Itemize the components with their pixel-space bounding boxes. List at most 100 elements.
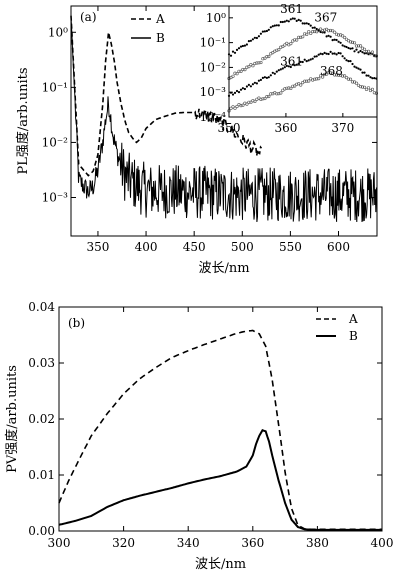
inset-series-1-point (366, 49, 371, 54)
inset-y-tick-label: 10⁻⁴ (200, 110, 227, 124)
inset-series-2-point (293, 64, 296, 67)
inset-series-1-point (237, 69, 241, 73)
inset-series-1-point (231, 74, 235, 78)
inset-series-3-point (277, 91, 281, 96)
inset-y-tick-label: 10⁻¹ (200, 36, 226, 50)
inset-series-2-point (243, 87, 246, 91)
inset-series-1-point (313, 29, 317, 34)
inset-series-0-point (243, 44, 246, 47)
inset-series-2-point (265, 76, 268, 79)
inset-series-2-point (311, 57, 314, 60)
chart-a-x-tick-label: 550 (279, 240, 302, 254)
inset-series-1-point (267, 54, 271, 59)
inset-series-1-point (299, 35, 303, 40)
inset-series-0-point (357, 51, 360, 54)
inset-series-2-point (279, 68, 282, 71)
inset-series-2-point (271, 71, 274, 74)
inset-series-2-point (251, 83, 254, 86)
inset-series-3-point (275, 92, 279, 96)
inset-series-2-point (301, 60, 304, 64)
inset-series-0-point (277, 24, 280, 27)
inset-series-2-point (257, 79, 260, 82)
inset-x-tick-label: 350 (218, 121, 241, 135)
inset-series-2-point (347, 60, 350, 63)
inset-series-3-point (341, 74, 345, 78)
inset-series-2-point (235, 89, 239, 93)
inset-series-0-point (285, 19, 288, 22)
inset-series-2-point (343, 57, 346, 60)
inset-series-2-point (241, 87, 244, 90)
inset-series-1-point (303, 32, 307, 36)
inset-series-3-point (303, 79, 307, 83)
chart-b-x-tick-label: 340 (177, 536, 200, 550)
inset-series-3-point (293, 84, 297, 88)
inset-series-2-point (269, 74, 272, 77)
inset-series-1-point (265, 54, 269, 59)
inset-series-3-point (360, 85, 365, 89)
inset-series-3-point (362, 85, 367, 89)
inset-series-0-point (297, 18, 300, 21)
chart-b-x-tick-label: 300 (48, 536, 71, 550)
inset-series-1-point (277, 47, 281, 52)
inset-series-2-point (253, 81, 256, 84)
inset-series-2-point (371, 77, 374, 80)
inset-series-2-point (305, 60, 308, 63)
inset-series-0-point (235, 48, 239, 52)
inset-series-0-point (239, 45, 243, 48)
inset-series-0-point (257, 35, 260, 38)
inset-series-0-point (261, 30, 264, 33)
inset-series-3-point (251, 99, 255, 103)
inset-series-3-point (305, 79, 309, 83)
inset-series-2-point (355, 66, 358, 69)
inset-x-tick-label: 370 (331, 121, 354, 135)
inset-series-0-point (353, 50, 356, 53)
inset-series-2-point (351, 62, 354, 66)
inset-series-2-point (367, 74, 370, 77)
chart-a-x-tick-label: 450 (183, 240, 206, 254)
inset-series-0-point (273, 24, 276, 27)
inset-series-3-point (233, 106, 237, 110)
inset-series-2-point (249, 85, 252, 88)
inset-series-2-point (321, 53, 324, 56)
inset-series-1-point (323, 28, 327, 32)
inset-series-2-point (325, 52, 328, 55)
inset-series-0-point (351, 47, 354, 50)
inset-series-0-point (267, 28, 270, 31)
inset-series-0-point (363, 52, 366, 55)
inset-series-0-point (303, 22, 306, 25)
inset-series-2-point (353, 65, 356, 68)
chart-a-inset: 350 360 370 10⁻⁴ 10⁻³ 10⁻² 10⁻¹ 10⁰ 361 367 361 36… (200, 2, 379, 135)
inset-series-3-point (307, 79, 311, 83)
inset-series-3-point (370, 87, 375, 91)
inset-series-3-point (249, 100, 253, 104)
chart-a-y-tick-label: 10⁻¹ (42, 80, 68, 94)
inset-series-2-point (373, 77, 376, 80)
inset-series-3-point (337, 73, 341, 77)
inset-series-3-point (253, 99, 257, 103)
inset-series-2-point (255, 82, 258, 85)
inset-series-0-point (337, 40, 340, 43)
inset-series-1-point (241, 67, 245, 72)
inset-series-1-point (348, 40, 353, 44)
inset-series-3-point (323, 72, 327, 77)
inset-series-1-point (253, 61, 257, 66)
inset-peak-label: 361 (280, 2, 303, 16)
chart-b-y-tick-label: 0.01 (28, 468, 55, 482)
inset-series-0-point (313, 26, 316, 29)
inset-series-3-point (335, 73, 339, 77)
inset-series-2-point (329, 50, 332, 54)
series-a-line (70, 15, 263, 177)
inset-series-1-point (257, 61, 261, 65)
inset-series-0-point (269, 26, 272, 29)
chart-b-x-tick-label: 380 (306, 536, 329, 550)
inset-series-3-point (283, 87, 287, 91)
inset-series-0-point (339, 41, 342, 44)
inset-series-3-point (259, 97, 263, 101)
inset-series-2-point (287, 65, 290, 68)
inset-series-2-point (277, 69, 280, 72)
chart-b-plot-frame (58, 306, 383, 532)
inset-series-2-point (323, 51, 326, 55)
inset-y-tick-label: 10⁰ (206, 11, 226, 25)
chart-b: 300 320 340 360 380 400 0.00 0.01 0.02 0.03 0.04 (… (4, 300, 393, 572)
inset-series-0-point (329, 35, 332, 38)
